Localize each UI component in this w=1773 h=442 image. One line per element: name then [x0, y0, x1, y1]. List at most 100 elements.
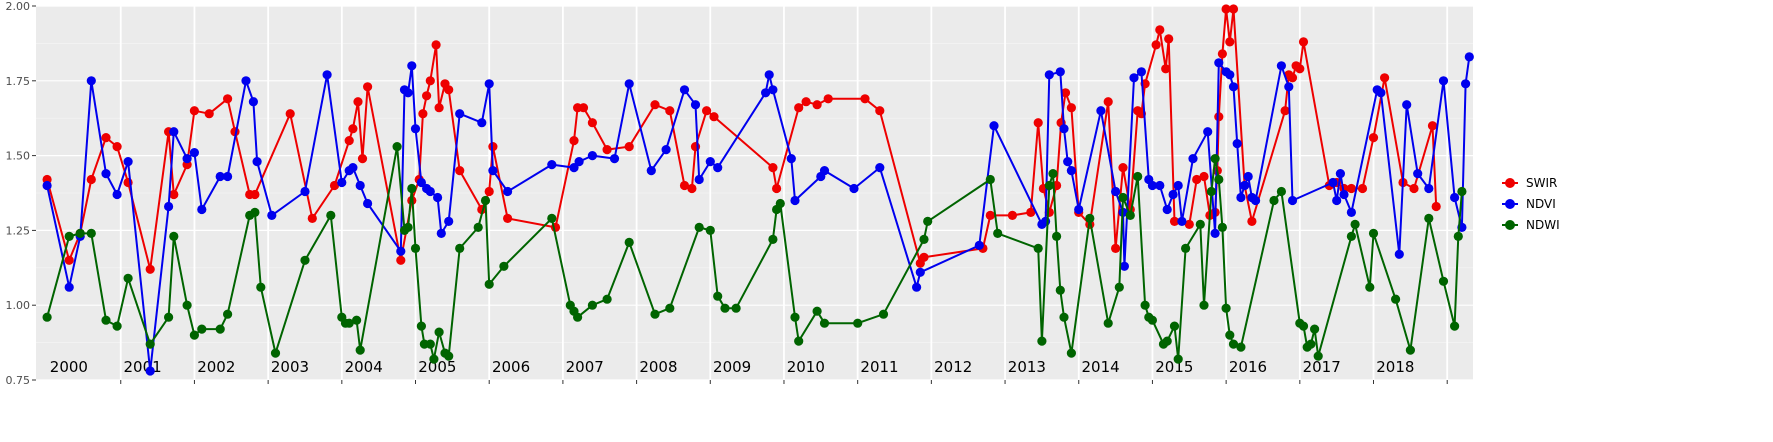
data-point	[720, 303, 730, 313]
data-point	[344, 136, 354, 146]
data-point	[1339, 189, 1349, 200]
year-label: 2012	[934, 358, 972, 376]
data-point	[587, 151, 598, 161]
data-point	[444, 216, 454, 226]
data-point	[694, 222, 704, 232]
data-point	[285, 109, 295, 119]
data-point	[1074, 204, 1084, 215]
year-label: 2000	[50, 358, 88, 376]
data-point	[101, 315, 111, 325]
data-point	[574, 157, 584, 167]
data-point	[392, 142, 402, 152]
data-point	[624, 237, 634, 247]
data-point	[1346, 207, 1356, 217]
data-point	[101, 133, 111, 143]
year-label: 2013	[1008, 358, 1046, 376]
data-point	[434, 103, 444, 113]
data-point	[1007, 210, 1018, 220]
data-point	[75, 228, 85, 238]
data-point	[1438, 276, 1449, 286]
data-point	[484, 279, 494, 289]
series-ndwi	[42, 142, 1467, 364]
data-point	[1346, 183, 1356, 194]
year-label: 2001	[123, 358, 161, 376]
data-point	[1129, 73, 1139, 83]
data-point	[919, 234, 929, 244]
data-point	[923, 216, 933, 226]
data-point	[1438, 76, 1449, 86]
data-point	[215, 324, 225, 334]
data-point	[624, 142, 634, 152]
data-point	[503, 186, 513, 197]
data-point	[1111, 186, 1121, 197]
data-point	[1119, 261, 1129, 271]
y-tick-label: 1.50	[6, 150, 31, 163]
data-point	[42, 180, 52, 191]
data-point	[145, 339, 155, 349]
data-point	[403, 88, 413, 98]
data-point	[416, 177, 426, 188]
legend-key-point	[1505, 199, 1515, 209]
data-point	[609, 154, 620, 164]
data-point	[431, 40, 441, 50]
data-point	[646, 166, 656, 176]
data-point	[355, 345, 365, 355]
data-point	[1118, 192, 1128, 203]
data-point	[1228, 82, 1239, 92]
data-point	[215, 171, 225, 182]
data-point	[912, 282, 922, 292]
data-point	[1221, 303, 1231, 313]
data-point	[705, 225, 715, 235]
data-point	[300, 255, 310, 265]
data-point	[1052, 231, 1062, 241]
data-point	[1164, 34, 1174, 44]
data-point	[1269, 195, 1279, 206]
data-point	[1461, 79, 1471, 89]
y-tick-label: 2.00	[6, 0, 31, 13]
data-point	[1103, 318, 1113, 328]
data-point	[878, 309, 889, 319]
data-point	[772, 183, 782, 194]
data-point	[1380, 73, 1390, 83]
data-point	[204, 109, 214, 119]
data-point	[713, 163, 723, 173]
data-point	[989, 121, 999, 131]
data-point	[1199, 300, 1209, 310]
data-point	[650, 100, 660, 110]
data-point	[801, 97, 811, 107]
data-point	[429, 354, 439, 364]
data-point	[1059, 312, 1069, 322]
data-point	[1214, 174, 1224, 185]
data-point	[602, 294, 612, 304]
data-point	[1450, 192, 1460, 203]
data-point	[352, 315, 362, 325]
data-point	[1251, 195, 1261, 206]
data-point	[1096, 106, 1106, 116]
data-point	[702, 106, 712, 116]
data-point	[860, 94, 870, 104]
y-tick-label: 1.25	[6, 224, 31, 237]
data-point	[1328, 177, 1338, 188]
data-point	[915, 267, 925, 277]
data-point	[1214, 112, 1224, 122]
data-point	[1243, 171, 1253, 182]
axes: 0.75 1.00 1.25 1.50 1.75 2.00 2000 2001 2002 2003…	[6, 0, 1448, 387]
year-label: 2018	[1376, 358, 1414, 376]
data-point	[679, 180, 690, 191]
data-point	[1155, 25, 1165, 35]
data-point	[1368, 228, 1379, 238]
data-point	[1151, 40, 1161, 50]
data-point	[694, 174, 704, 185]
data-point	[329, 180, 340, 191]
data-point	[1184, 219, 1194, 229]
data-point	[764, 70, 774, 80]
data-point	[101, 169, 111, 179]
year-label: 2014	[1081, 358, 1119, 376]
data-point	[578, 103, 589, 113]
data-point	[307, 213, 317, 223]
data-point	[422, 91, 432, 101]
data-point	[86, 228, 96, 238]
data-point	[1199, 171, 1209, 182]
data-point	[1206, 186, 1216, 197]
data-point	[241, 76, 251, 86]
